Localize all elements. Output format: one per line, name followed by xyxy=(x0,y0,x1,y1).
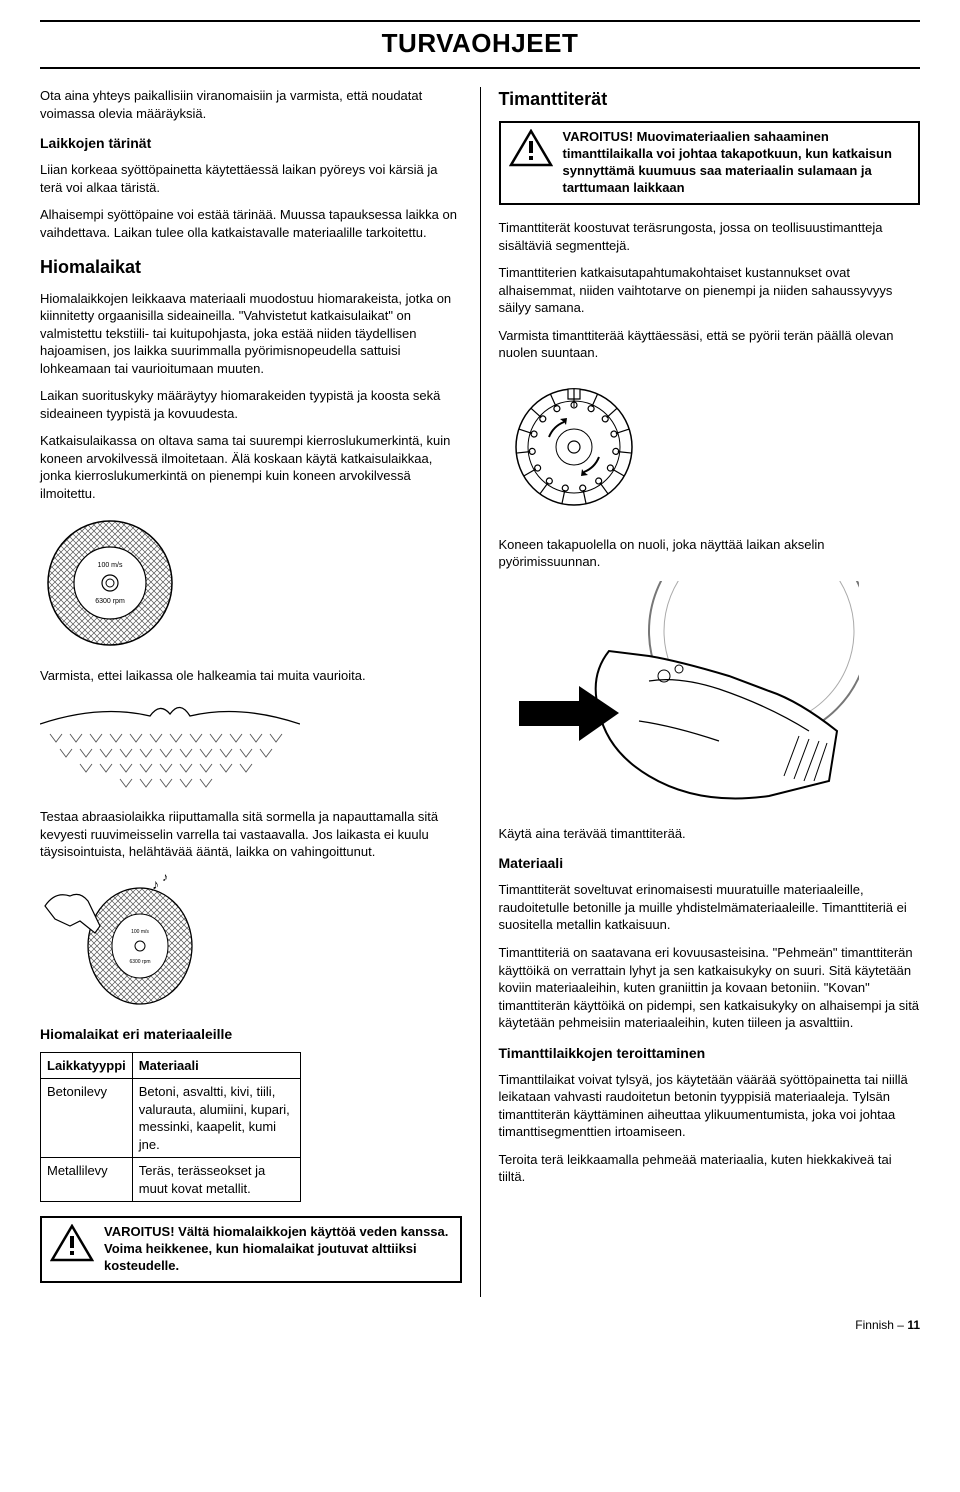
page-footer: Finnish – 11 xyxy=(40,1317,920,1333)
warning-plastic: VAROITUS! Muovimateriaalien sahaaminen t… xyxy=(499,121,921,205)
warning-plastic-text: VAROITUS! Muovimateriaalien sahaaminen t… xyxy=(563,129,911,197)
table-header-material: Materiaali xyxy=(132,1052,301,1079)
svg-text:♪: ♪ xyxy=(152,876,159,892)
sharp-blade-text: Käytä aina terävää timanttiterää. xyxy=(499,825,921,843)
sharpening-heading: Timanttilaikkojen teroittaminen xyxy=(499,1044,921,1063)
diamond-p3: Varmista timanttiterää käyttäessäsi, ett… xyxy=(499,327,921,362)
svg-text:♪: ♪ xyxy=(162,871,168,884)
warning-water-text: VAROITUS! Vältä hiomalaikkojen käyttöä v… xyxy=(104,1224,452,1275)
materials-table: Laikkatyyppi Materiaali Betonilevy Beton… xyxy=(40,1052,301,1203)
diamond-blade-figure xyxy=(499,372,921,522)
sharpening-p1: Timanttilaikat voivat tylsyä, jos käytet… xyxy=(499,1071,921,1141)
check-cracks-text: Varmista, ettei laikassa ole halkeamia t… xyxy=(40,667,462,685)
tap-speed-label: 100 m/s xyxy=(131,929,149,935)
warning-water: VAROITUS! Vältä hiomalaikkojen käyttöä v… xyxy=(40,1216,462,1283)
disc-speed-label: 100 m/s xyxy=(98,562,123,569)
table-row: Betonilevy Betoni, asvaltti, kivi, tiili… xyxy=(41,1079,301,1158)
crack-figure xyxy=(40,694,462,794)
table-cell: Metallilevy xyxy=(41,1158,133,1202)
footer-page-number: 11 xyxy=(907,1318,920,1332)
disc-rpm-label: 6300 rpm xyxy=(95,598,125,605)
table-cell: Teräs, terässeokset ja muut kovat metall… xyxy=(132,1158,301,1202)
table-row: Metallilevy Teräs, terässeokset ja muut … xyxy=(41,1158,301,1202)
diamond-heading: Timanttiterät xyxy=(499,87,921,111)
material-p2: Timanttiteriä on saatavana eri kovuusast… xyxy=(499,944,921,1032)
diamond-p4: Koneen takapuolella on nuoli, joka näytt… xyxy=(499,536,921,571)
abrasive-p2: Laikan suorituskyky määräytyy hiomarakei… xyxy=(40,387,462,422)
material-p1: Timanttiterät soveltuvat erinomaisesti m… xyxy=(499,881,921,934)
right-column: Timanttiterät VAROITUS! Muovimateriaalie… xyxy=(480,87,921,1297)
disc-rating-figure: 100 m/s 6300 rpm xyxy=(40,513,462,653)
tap-rpm-label: 6300 rpm xyxy=(129,959,150,965)
table-header-type: Laikkatyyppi xyxy=(41,1052,133,1079)
warning-icon xyxy=(509,129,553,174)
tap-test-figure: 100 m/s 6300 rpm ♪ ♪ xyxy=(40,871,462,1011)
abrasive-p3: Katkaisulaikassa on oltava sama tai suur… xyxy=(40,432,462,502)
table-cell: Betonilevy xyxy=(41,1079,133,1158)
intro-paragraph: Ota aina yhteys paikallisiin viranomaisi… xyxy=(40,87,462,122)
sharpening-p2: Teroita terä leikkaamalla pehmeää materi… xyxy=(499,1151,921,1186)
materials-heading: Hiomalaikat eri materiaaleille xyxy=(40,1025,462,1044)
vibration-p1: Liian korkeaa syöttöpainetta käytettäess… xyxy=(40,161,462,196)
vibration-p2: Alhaisempi syöttöpaine voi estää tärinää… xyxy=(40,206,462,241)
abrasive-p1: Hiomalaikkojen leikkaava materiaali muod… xyxy=(40,290,462,378)
machine-arrow-figure xyxy=(499,581,921,811)
footer-dash: – xyxy=(894,1318,907,1332)
diamond-p1: Timanttiterät koostuvat teräsrungosta, j… xyxy=(499,219,921,254)
diamond-p2: Timanttiterien katkaisutapahtumakohtaise… xyxy=(499,264,921,317)
footer-language: Finnish xyxy=(855,1318,894,1332)
left-column: Ota aina yhteys paikallisiin viranomaisi… xyxy=(40,87,480,1297)
two-column-layout: Ota aina yhteys paikallisiin viranomaisi… xyxy=(40,87,920,1297)
page-title: TURVAOHJEET xyxy=(40,20,920,69)
tap-test-text: Testaa abraasiolaikka riiputtamalla sitä… xyxy=(40,808,462,861)
table-cell: Betoni, asvaltti, kivi, tiili, valurauta… xyxy=(132,1079,301,1158)
vibration-heading: Laikkojen tärinät xyxy=(40,134,462,153)
abrasive-heading: Hiomalaikat xyxy=(40,255,462,279)
warning-icon xyxy=(50,1224,94,1269)
material-heading: Materiaali xyxy=(499,854,921,873)
